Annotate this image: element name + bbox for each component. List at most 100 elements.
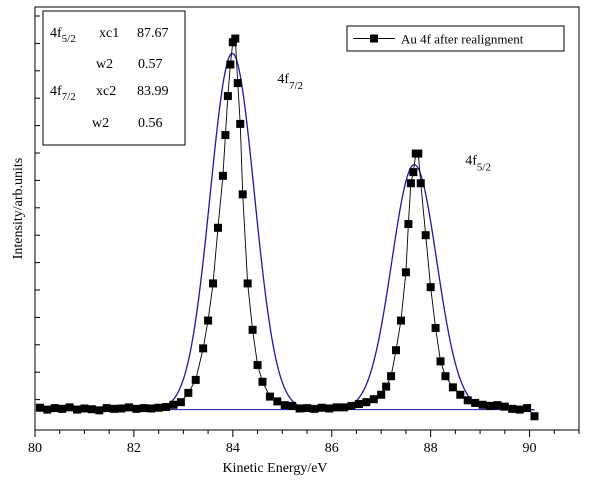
data-point	[273, 397, 282, 406]
data-point	[478, 400, 487, 409]
data-point	[218, 171, 227, 180]
peak-label: 4f5/2	[465, 154, 491, 174]
data-point	[456, 390, 465, 399]
data-point	[409, 168, 418, 177]
data-point	[493, 401, 502, 410]
data-point	[347, 401, 356, 410]
data-point	[471, 398, 480, 407]
data-point	[243, 279, 252, 288]
x-tick-label: 86	[325, 441, 339, 456]
data-point	[223, 92, 232, 101]
data-point	[253, 361, 262, 370]
data-point	[169, 400, 178, 409]
data-point	[199, 344, 208, 353]
data-point	[110, 404, 119, 413]
data-point	[421, 231, 430, 240]
data-point	[43, 405, 52, 414]
data-point	[369, 395, 378, 404]
fit-row-label: 4f7/2	[50, 84, 76, 103]
x-tick-label: 82	[127, 441, 141, 456]
data-point	[508, 404, 517, 413]
data-point	[295, 404, 304, 413]
data-point	[436, 357, 445, 366]
peak-label: 4f7/2	[277, 72, 303, 92]
data-point	[310, 404, 319, 413]
data-point	[238, 190, 247, 199]
data-point	[73, 405, 82, 414]
legend-label: Au 4f after realignment	[401, 32, 524, 47]
data-point	[95, 406, 104, 415]
data-point	[233, 79, 242, 88]
data-point	[50, 404, 59, 413]
fit-param-name: w2	[96, 57, 113, 72]
data-point	[500, 402, 509, 411]
data-point	[139, 404, 148, 413]
data-point	[392, 346, 401, 355]
data-point	[416, 179, 425, 188]
data-point	[340, 403, 349, 412]
data-point	[221, 131, 230, 140]
fit-param-box	[42, 10, 186, 146]
data-point	[124, 403, 133, 412]
data-point	[65, 403, 74, 412]
data-point	[414, 149, 423, 158]
fit-param-value: 87.67	[137, 26, 169, 41]
data-point	[382, 382, 391, 391]
data-point	[406, 179, 415, 188]
data-point	[485, 401, 494, 410]
data-point	[58, 404, 67, 413]
data-point	[354, 400, 363, 409]
data-point	[213, 223, 222, 232]
data-point	[303, 404, 311, 413]
data-point	[396, 316, 405, 325]
x-axis-title: Kinetic Energy/eV	[222, 461, 327, 476]
data-point	[147, 404, 156, 413]
data-point	[191, 375, 200, 384]
data-point	[325, 404, 334, 413]
data-point	[80, 404, 89, 413]
data-point	[226, 60, 235, 69]
fit-row-label: 4f5/2	[50, 26, 76, 45]
data-point	[530, 412, 539, 421]
data-point	[204, 316, 213, 325]
data-point	[117, 404, 126, 413]
data-point	[515, 405, 524, 414]
data-point	[176, 398, 185, 407]
fit-param-value: 83.99	[137, 84, 169, 99]
data-point	[448, 383, 457, 392]
data-point	[248, 325, 257, 334]
data-point	[154, 403, 163, 412]
data-point	[426, 283, 435, 292]
data-point	[102, 404, 111, 413]
y-axis-title: Intensity/arb.units	[11, 158, 26, 260]
data-point	[162, 402, 171, 411]
data-point	[236, 119, 245, 128]
fit-param-name: xc2	[96, 84, 116, 99]
data-point	[35, 403, 44, 412]
data-point	[332, 403, 341, 412]
data-point	[523, 404, 532, 413]
data-point	[231, 34, 240, 43]
data-point	[258, 377, 267, 386]
data-point	[387, 372, 396, 381]
data-point	[317, 403, 326, 412]
data-point	[209, 279, 218, 288]
data-point	[132, 404, 141, 413]
data-point	[441, 372, 450, 381]
data-point	[362, 398, 371, 407]
data-point	[265, 392, 274, 401]
fit-param-name: w2	[92, 116, 109, 131]
data-point	[280, 401, 289, 410]
data-point	[404, 220, 413, 229]
data-point	[401, 268, 410, 277]
x-tick-label: 88	[424, 441, 438, 456]
x-tick-label: 90	[523, 441, 537, 456]
data-point	[288, 401, 297, 410]
data-point	[184, 388, 193, 397]
data-point	[431, 323, 440, 332]
fit-param-value: 0.57	[138, 57, 163, 72]
data-point	[87, 405, 96, 414]
fit-param-name: xc1	[99, 26, 119, 41]
